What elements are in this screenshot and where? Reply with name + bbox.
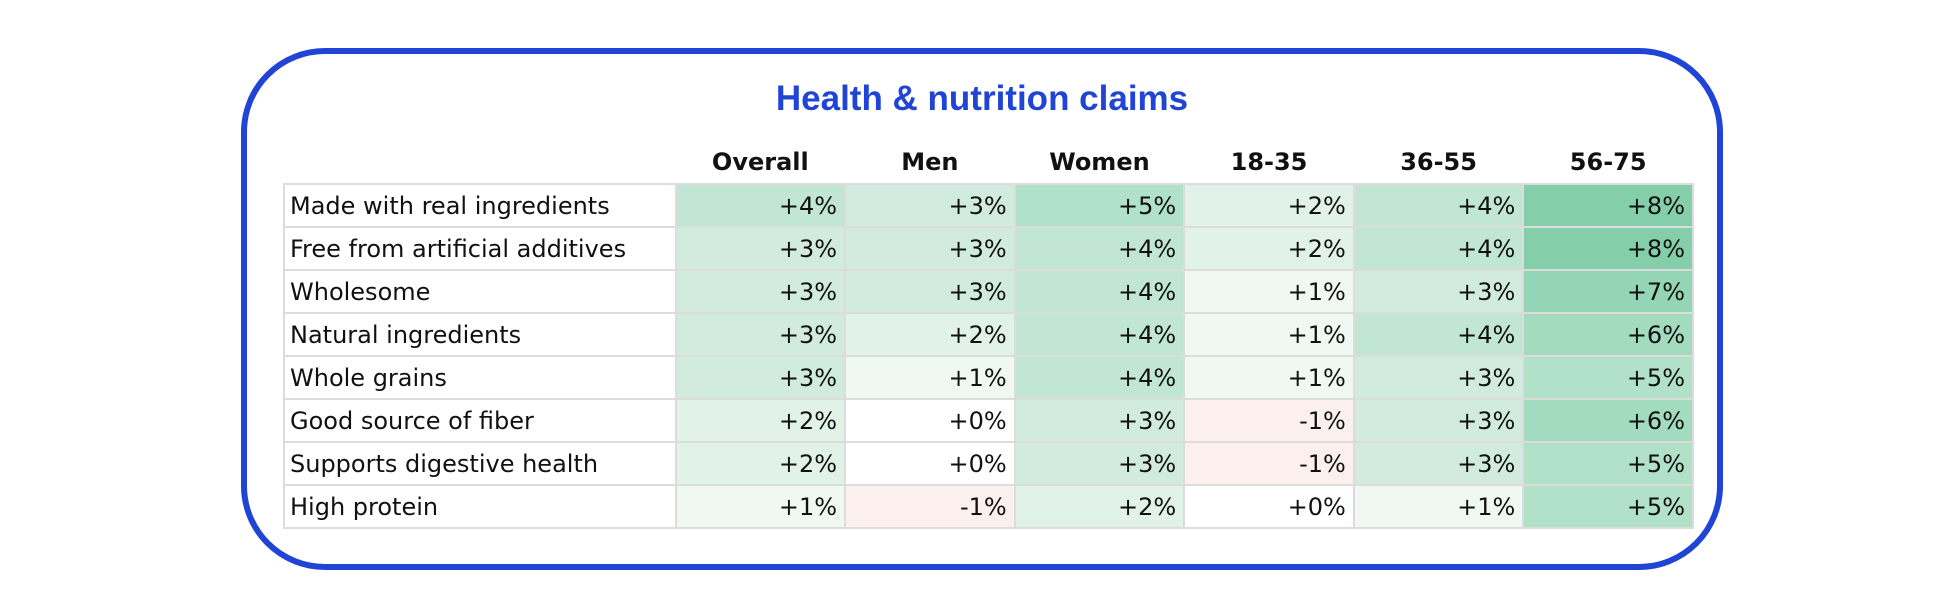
heatmap-cell: -1% bbox=[844, 484, 1016, 529]
heatmap-cell: +3% bbox=[1352, 355, 1525, 400]
heatmap-cell: +2% bbox=[1013, 484, 1186, 529]
column-header: Women bbox=[1049, 147, 1150, 176]
table-row: Whole grains +3% +1% +4% +1% +3% +5% bbox=[283, 355, 1694, 400]
heatmap-cell: -1% bbox=[1183, 441, 1355, 486]
heatmap-cell: +3% bbox=[1352, 441, 1525, 486]
heatmap-cell: +2% bbox=[674, 441, 847, 486]
column-header: Overall bbox=[711, 147, 809, 176]
heatmap-cell: +1% bbox=[844, 355, 1016, 400]
heatmap-cell: +0% bbox=[844, 441, 1016, 486]
heatmap-cell: +4% bbox=[1352, 183, 1525, 228]
heatmap-cell: +7% bbox=[1522, 269, 1694, 314]
table-row: Wholesome +3% +3% +4% +1% +3% +7% bbox=[283, 269, 1694, 314]
chart-title: Health & nutrition claims bbox=[775, 79, 1189, 118]
heatmap-cell: +1% bbox=[1183, 355, 1355, 400]
row-label: Good source of fiber bbox=[283, 398, 677, 443]
chart-card: Health & nutrition claims Overall Men Wo… bbox=[241, 48, 1723, 570]
heatmap-cell: +4% bbox=[1352, 312, 1525, 357]
heatmap-cell: +4% bbox=[1013, 269, 1186, 314]
heatmap-cell: +5% bbox=[1522, 484, 1694, 529]
row-label: Whole grains bbox=[283, 355, 677, 400]
row-label: Free from artificial additives bbox=[283, 226, 677, 271]
heatmap-cell: +5% bbox=[1013, 183, 1186, 228]
table-row: Supports digestive health +2% +0% +3% -1% +3%… bbox=[283, 441, 1694, 486]
heatmap-cell: +6% bbox=[1522, 398, 1694, 443]
heatmap-cell: +6% bbox=[1522, 312, 1694, 357]
heatmap-cell: +5% bbox=[1522, 441, 1694, 486]
table-row: High protein +1% -1% +2% +0% +1% +5% bbox=[283, 484, 1694, 529]
heatmap-cell: +4% bbox=[1013, 312, 1186, 357]
row-label: Natural ingredients bbox=[283, 312, 677, 357]
heatmap-cell: +3% bbox=[844, 226, 1016, 271]
heatmap-cell: -1% bbox=[1183, 398, 1355, 443]
heatmap-cell: +1% bbox=[1183, 312, 1355, 357]
heatmap-cell: +2% bbox=[1183, 226, 1355, 271]
table-row: Made with real ingredients +4% +3% +5% +2% +4… bbox=[283, 183, 1694, 228]
heatmap-cell: +3% bbox=[1352, 269, 1525, 314]
heatmap-cell: +0% bbox=[1183, 484, 1355, 529]
heatmap-cell: +3% bbox=[1013, 441, 1186, 486]
heatmap-cell: +0% bbox=[844, 398, 1016, 443]
table-row: Natural ingredients +3% +2% +4% +1% +4% +6% bbox=[283, 312, 1694, 357]
heatmap-cell: +1% bbox=[674, 484, 847, 529]
heatmap-cell: +3% bbox=[844, 183, 1016, 228]
column-header: Men bbox=[901, 147, 959, 176]
heatmap-cell: +2% bbox=[1183, 183, 1355, 228]
heatmap-cell: +3% bbox=[1013, 398, 1186, 443]
heatmap-cell: +2% bbox=[844, 312, 1016, 357]
row-label: Wholesome bbox=[283, 269, 677, 314]
heatmap-cell: +3% bbox=[844, 269, 1016, 314]
row-label: Made with real ingredients bbox=[283, 183, 677, 228]
column-header: 36-55 bbox=[1400, 147, 1477, 176]
heatmap-cell: +2% bbox=[674, 398, 847, 443]
table-row: Good source of fiber +2% +0% +3% -1% +3% +6% bbox=[283, 398, 1694, 443]
heatmap-cell: +1% bbox=[1352, 484, 1525, 529]
heatmap-cell: +4% bbox=[1013, 355, 1186, 400]
heatmap-cell: +8% bbox=[1522, 183, 1694, 228]
heatmap-cell: +3% bbox=[674, 226, 847, 271]
column-header: 18-35 bbox=[1230, 147, 1308, 176]
row-label: Supports digestive health bbox=[283, 441, 677, 486]
heatmap-cell: +3% bbox=[674, 269, 847, 314]
heatmap-cell: +3% bbox=[674, 355, 847, 400]
heatmap-cell: +8% bbox=[1522, 226, 1694, 271]
heatmap-cell: +4% bbox=[1352, 226, 1525, 271]
heatmap-cell: +4% bbox=[1013, 226, 1186, 271]
header-corner bbox=[284, 140, 676, 184]
heatmap-cell: +3% bbox=[1352, 398, 1525, 443]
heatmap-cell: +5% bbox=[1522, 355, 1694, 400]
heatmap-table: Overall Men Women 18-35 36-55 56-75 Made… bbox=[283, 140, 1694, 529]
column-header: 56-75 bbox=[1569, 147, 1647, 176]
heatmap-cell: +3% bbox=[674, 312, 847, 357]
table-row: Free from artificial additives +3% +3% +4% +… bbox=[283, 226, 1694, 271]
heatmap-cell: +4% bbox=[674, 183, 847, 228]
row-label: High protein bbox=[283, 484, 677, 529]
heatmap-cell: +1% bbox=[1183, 269, 1355, 314]
header-row: Overall Men Women 18-35 36-55 56-75 bbox=[284, 140, 1693, 184]
